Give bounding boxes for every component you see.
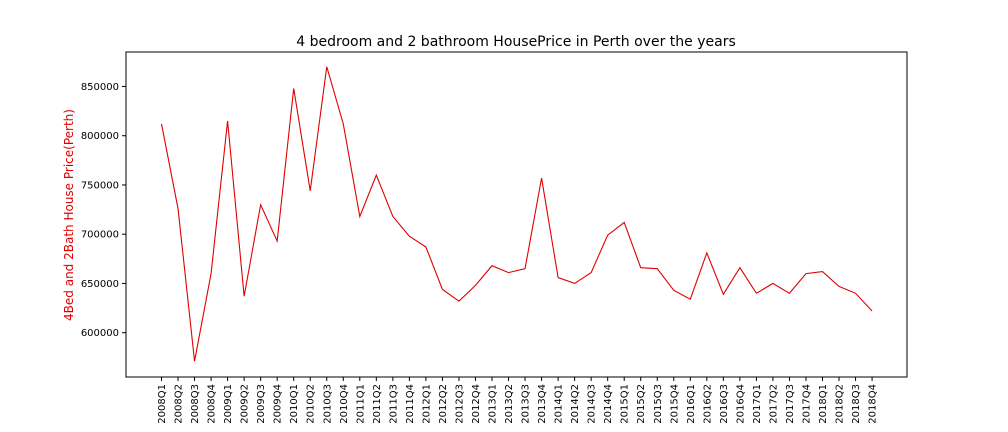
x-tick-label: 2014Q3 <box>587 384 598 424</box>
x-tick-label: 2010Q1 <box>289 384 300 424</box>
x-tick-label: 2011Q4 <box>405 384 416 424</box>
x-tick-label: 2009Q3 <box>256 384 267 424</box>
x-tick-label: 2015Q2 <box>636 384 647 424</box>
x-tick-label: 2015Q3 <box>653 384 664 424</box>
x-tick-label: 2014Q1 <box>554 384 565 424</box>
x-tick-label: 2017Q3 <box>785 384 796 424</box>
x-tick-label: 2012Q4 <box>471 384 482 424</box>
chart-title: 4 bedroom and 2 bathroom HousePrice in P… <box>296 34 736 50</box>
x-tick-label: 2018Q4 <box>868 384 879 424</box>
y-tick-label: 750000 <box>81 180 119 191</box>
y-tick-label: 600000 <box>81 328 119 339</box>
x-tick-label: 2013Q3 <box>521 384 532 424</box>
y-tick-label: 850000 <box>81 82 119 93</box>
x-tick-label: 2013Q2 <box>504 384 515 424</box>
x-tick-label: 2010Q2 <box>306 384 317 424</box>
x-tick-label: 2010Q4 <box>339 384 350 424</box>
x-tick-label: 2009Q2 <box>240 384 251 424</box>
plot-area <box>125 51 908 378</box>
x-tick-label: 2018Q2 <box>835 384 846 424</box>
y-tick-label: 800000 <box>81 131 119 142</box>
x-tick-label: 2018Q3 <box>851 384 862 424</box>
y-axis-label: 4Bed and 2Bath House Price(Perth) <box>62 109 76 321</box>
x-tick-label: 2015Q1 <box>620 384 631 424</box>
x-tick-label: 2017Q1 <box>752 384 763 424</box>
x-tick-label: 2011Q2 <box>372 384 383 424</box>
x-tick-label: 2016Q3 <box>719 384 730 424</box>
x-tick-label: 2015Q4 <box>669 384 680 424</box>
x-tick-label: 2016Q2 <box>702 384 713 424</box>
x-tick-label: 2008Q3 <box>190 384 201 424</box>
x-tick-label: 2012Q1 <box>421 384 432 424</box>
x-tick-label: 2009Q4 <box>273 384 284 424</box>
x-tick-label: 2010Q3 <box>322 384 333 424</box>
x-tick-label: 2013Q4 <box>537 384 548 424</box>
x-tick-label: 2011Q3 <box>388 384 399 424</box>
x-tick-label: 2017Q4 <box>801 384 812 424</box>
x-tick-label: 2008Q1 <box>157 384 168 424</box>
y-tick-label: 700000 <box>81 230 119 241</box>
x-tick-label: 2008Q4 <box>207 384 218 424</box>
x-tick-label: 2013Q1 <box>488 384 499 424</box>
y-tick-label: 650000 <box>81 279 119 290</box>
x-tick-label: 2014Q2 <box>570 384 581 424</box>
x-tick-label: 2014Q4 <box>603 384 614 424</box>
x-tick-label: 2008Q2 <box>174 384 185 424</box>
series-line <box>160 66 873 362</box>
x-tick-label: 2016Q4 <box>735 384 746 424</box>
x-axis: 2008Q1 2008Q2 2008Q3 2008Q4 2009Q1 2009Q2 2009… <box>157 377 879 424</box>
x-tick-label: 2011Q1 <box>355 384 366 424</box>
x-tick-label: 2009Q1 <box>223 384 234 424</box>
y-axis: 600000 650000 700000 750000 800000 850000 <box>81 82 126 339</box>
x-tick-label: 2012Q2 <box>438 384 449 424</box>
x-tick-label: 2018Q1 <box>818 384 829 424</box>
x-tick-label: 2017Q2 <box>768 384 779 424</box>
x-tick-label: 2012Q3 <box>454 384 465 424</box>
x-tick-label: 2016Q1 <box>686 384 697 424</box>
